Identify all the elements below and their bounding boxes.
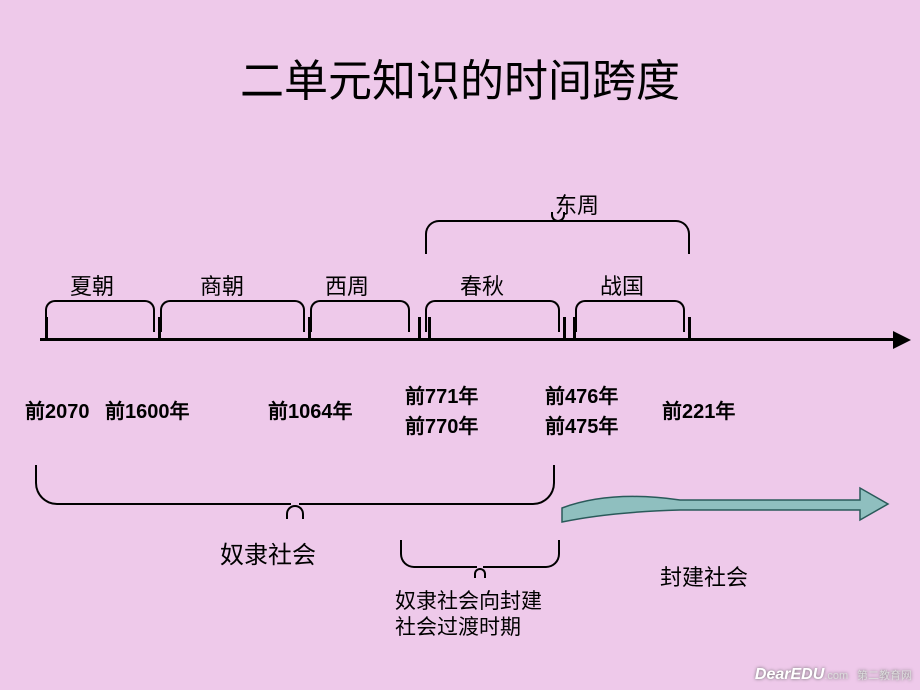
feudal-arrow-shape <box>560 480 890 525</box>
dynasty-label: 战国 <box>600 269 644 301</box>
timeline-date: 前476年 <box>545 380 618 409</box>
timeline-date: 前771年 <box>405 380 478 409</box>
transition-label-line2: 社会过渡时期 <box>395 611 521 641</box>
timeline-tick <box>563 317 566 341</box>
dynasty-label: 春秋 <box>460 269 504 301</box>
dynasty-brace <box>160 300 305 326</box>
page-title: 二单元知识的时间跨度 <box>0 45 920 109</box>
slave-society-label: 奴隶社会 <box>220 535 316 570</box>
watermark-suffix: .com <box>824 670 848 682</box>
transition-brace <box>400 540 560 568</box>
timeline-date: 前221年 <box>662 395 735 424</box>
timeline-tick <box>428 317 431 341</box>
timeline-tick <box>158 317 161 341</box>
timeline-tick <box>308 317 311 341</box>
timeline-tick <box>418 317 421 341</box>
dynasty-brace <box>425 300 560 326</box>
timeline-arrowhead <box>893 331 911 349</box>
timeline-date: 前1600年 <box>105 395 190 424</box>
dynasty-label: 商朝 <box>200 269 244 301</box>
dynasty-label: 夏朝 <box>70 269 114 301</box>
dynasty-label: 西周 <box>325 269 369 301</box>
timeline-date: 前475年 <box>545 410 618 439</box>
timeline-date: 前770年 <box>405 410 478 439</box>
dynasty-brace <box>310 300 410 326</box>
timeline-tick <box>688 317 691 341</box>
dynasty-brace <box>45 300 155 326</box>
dynasty-brace <box>575 300 685 326</box>
timeline-tick <box>45 317 48 341</box>
watermark-tag: 第二教育网 <box>857 670 912 682</box>
watermark-brand: DearEDU <box>755 666 824 683</box>
slave-society-brace <box>35 465 555 505</box>
east-zhou-brace <box>425 220 690 254</box>
watermark: DearEDU.com 第二教育网 <box>755 666 912 684</box>
timeline-date: 前1064年 <box>268 395 353 424</box>
timeline-date: 前2070 <box>25 395 90 424</box>
feudal-society-label: 封建社会 <box>660 560 748 592</box>
timeline-axis <box>40 338 895 341</box>
timeline-tick <box>573 317 576 341</box>
